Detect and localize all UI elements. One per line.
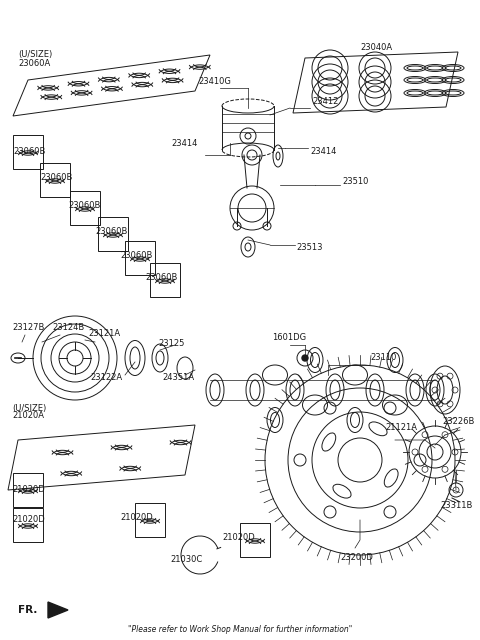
Text: 23414: 23414 bbox=[310, 147, 336, 157]
Text: "Please refer to Work Shop Manual for further information": "Please refer to Work Shop Manual for fu… bbox=[128, 625, 352, 634]
Text: 23060A: 23060A bbox=[18, 58, 50, 67]
Text: 21020D: 21020D bbox=[120, 513, 153, 522]
Text: 21020D: 21020D bbox=[12, 515, 45, 525]
Text: 23110: 23110 bbox=[370, 353, 396, 362]
Text: 23060B: 23060B bbox=[68, 200, 100, 209]
Text: 23412: 23412 bbox=[312, 97, 338, 106]
Text: 23060B: 23060B bbox=[120, 250, 152, 259]
Bar bbox=[240, 523, 270, 557]
Circle shape bbox=[302, 355, 308, 361]
Text: (U/SIZE): (U/SIZE) bbox=[12, 403, 46, 413]
Text: 23200D: 23200D bbox=[340, 554, 373, 563]
Text: FR.: FR. bbox=[18, 605, 37, 615]
Bar bbox=[40, 163, 70, 197]
Text: 21020D: 21020D bbox=[222, 534, 255, 543]
Text: 23060B: 23060B bbox=[40, 173, 72, 182]
Bar bbox=[150, 263, 180, 297]
Text: 23040A: 23040A bbox=[360, 44, 392, 52]
Text: 21020D: 21020D bbox=[12, 486, 45, 495]
Text: 23127B: 23127B bbox=[12, 323, 44, 333]
Bar bbox=[98, 217, 128, 251]
Bar bbox=[135, 503, 165, 537]
Text: 1601DG: 1601DG bbox=[272, 333, 306, 342]
Text: 23060B: 23060B bbox=[13, 147, 46, 157]
Text: 21020A: 21020A bbox=[12, 412, 44, 420]
Text: 23311B: 23311B bbox=[440, 500, 472, 509]
Bar bbox=[13, 135, 43, 169]
Text: (U/SIZE): (U/SIZE) bbox=[18, 51, 52, 60]
Bar bbox=[125, 241, 155, 275]
Text: 21030C: 21030C bbox=[170, 556, 202, 564]
Text: 23121A: 23121A bbox=[88, 330, 120, 339]
Polygon shape bbox=[48, 602, 68, 618]
Bar bbox=[13, 473, 43, 507]
Text: 24351A: 24351A bbox=[162, 374, 194, 383]
Text: 23124B: 23124B bbox=[52, 323, 84, 333]
Text: 23060B: 23060B bbox=[95, 227, 127, 236]
Text: 23513: 23513 bbox=[296, 243, 323, 253]
Text: 21121A: 21121A bbox=[385, 424, 417, 433]
Text: 23060B: 23060B bbox=[145, 273, 178, 282]
Bar bbox=[70, 191, 100, 225]
Text: 23226B: 23226B bbox=[442, 417, 474, 426]
Text: 23125: 23125 bbox=[158, 339, 184, 348]
Text: 23410G: 23410G bbox=[199, 77, 231, 86]
Text: 23414: 23414 bbox=[172, 138, 198, 147]
Text: 23510: 23510 bbox=[342, 177, 368, 186]
Text: 23122A: 23122A bbox=[90, 374, 122, 383]
Bar bbox=[13, 508, 43, 542]
